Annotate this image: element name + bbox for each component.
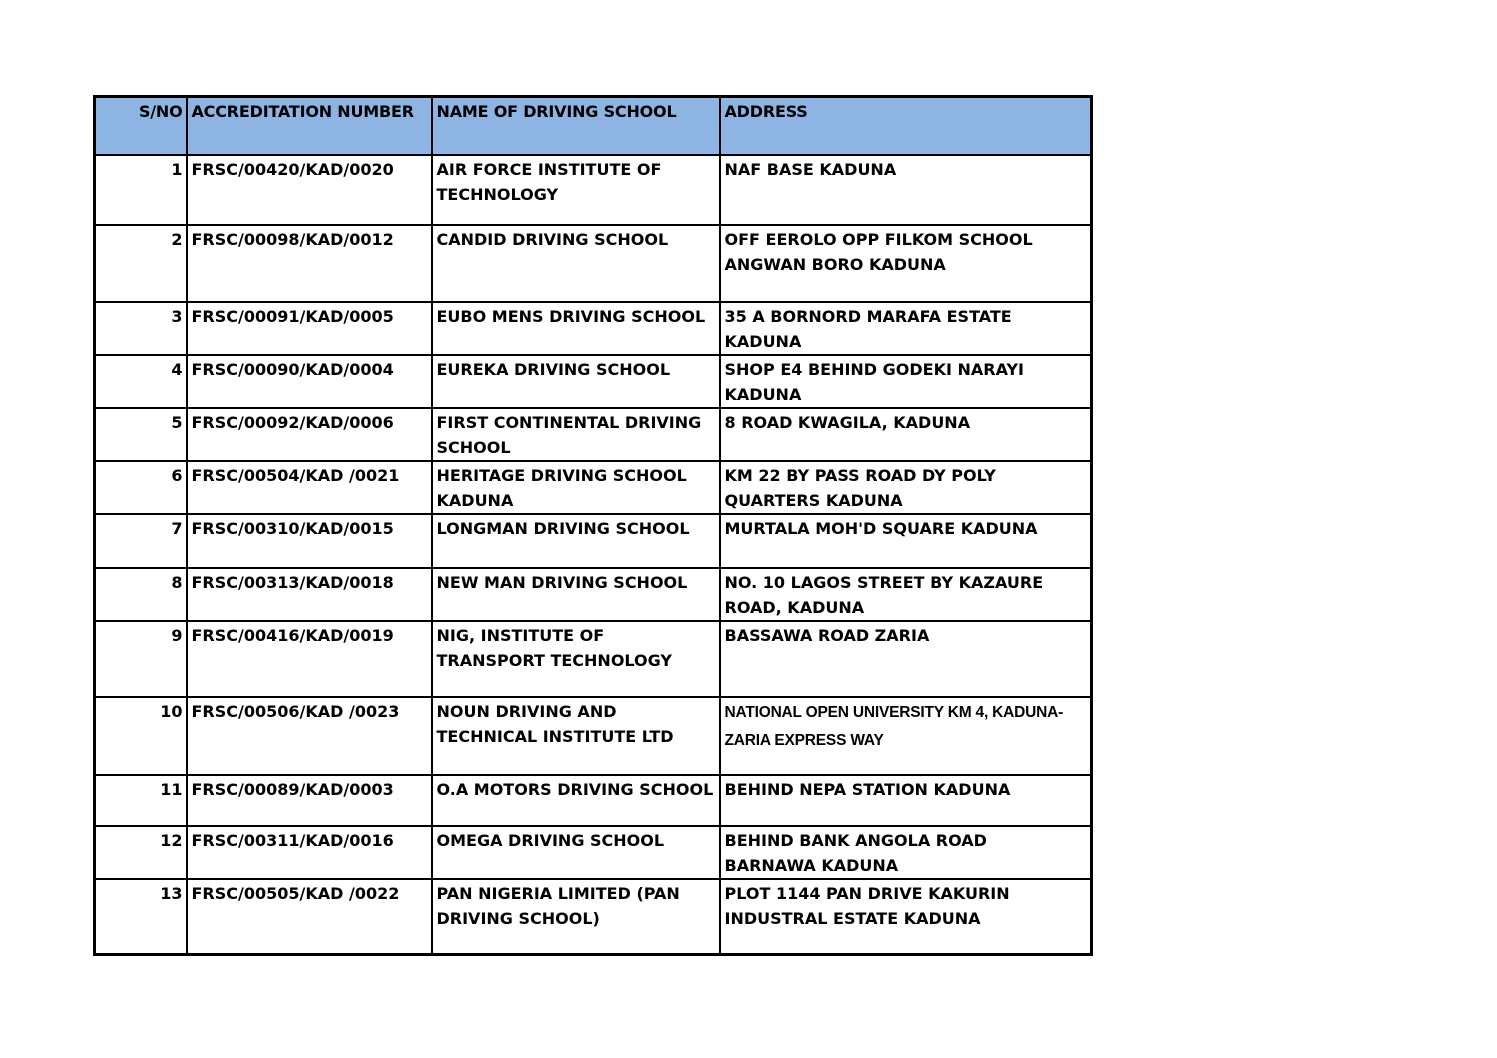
- cell-accreditation: FRSC/00416/KAD/0019: [185, 619, 433, 698]
- table-row: 12 FRSC/00311/KAD/0016 OMEGA DRIVING SCH…: [93, 824, 1093, 880]
- cell-name: PAN NIGERIA LIMITED (PAN DRIVING SCHOOL): [430, 877, 721, 956]
- cell-accreditation: FRSC/00504/KAD /0021: [185, 459, 433, 515]
- table-row: 13 FRSC/00505/KAD /0022 PAN NIGERIA LIMI…: [93, 877, 1093, 956]
- table-row: 3 FRSC/00091/KAD/0005 EUBO MENS DRIVING …: [93, 300, 1093, 356]
- cell-name: LONGMAN DRIVING SCHOOL: [430, 512, 721, 569]
- cell-accreditation: FRSC/00310/KAD/0015: [185, 512, 433, 569]
- cell-sno: 4: [93, 353, 188, 409]
- cell-accreditation: FRSC/00098/KAD/0012: [185, 223, 433, 303]
- cell-name: O.A MOTORS DRIVING SCHOOL: [430, 773, 721, 827]
- cell-name: NOUN DRIVING AND TECHNICAL INSTITUTE LTD: [430, 695, 721, 776]
- cell-sno: 11: [93, 773, 188, 827]
- cell-name: NEW MAN DRIVING SCHOOL: [430, 566, 721, 622]
- cell-sno: 13: [93, 877, 188, 956]
- cell-sno: 6: [93, 459, 188, 515]
- driving-schools-table: S/NO ACCREDITATION NUMBER NAME OF DRIVIN…: [93, 95, 1093, 956]
- cell-name: OMEGA DRIVING SCHOOL: [430, 824, 721, 880]
- cell-accreditation: FRSC/00311/KAD/0016: [185, 824, 433, 880]
- table-row: 6 FRSC/00504/KAD /0021 HERITAGE DRIVING …: [93, 459, 1093, 515]
- column-header-accreditation: ACCREDITATION NUMBER: [185, 95, 433, 156]
- column-header-name: NAME OF DRIVING SCHOOL: [430, 95, 721, 156]
- cell-name: FIRST CONTINENTAL DRIVING SCHOOL: [430, 406, 721, 462]
- table-row: 10 FRSC/00506/KAD /0023 NOUN DRIVING AND…: [93, 695, 1093, 776]
- cell-accreditation: FRSC/00506/KAD /0023: [185, 695, 433, 776]
- table-row: 5 FRSC/00092/KAD/0006 FIRST CONTINENTAL …: [93, 406, 1093, 462]
- table-row: 11 FRSC/00089/KAD/0003 O.A MOTORS DRIVIN…: [93, 773, 1093, 827]
- cell-address: NO. 10 LAGOS STREET BY KAZAURE ROAD, KAD…: [718, 566, 1093, 622]
- column-header-sno: S/NO: [93, 95, 188, 156]
- table-row: 9 FRSC/00416/KAD/0019 NIG, INSTITUTE OF …: [93, 619, 1093, 698]
- cell-name: EUREKA DRIVING SCHOOL: [430, 353, 721, 409]
- cell-sno: 9: [93, 619, 188, 698]
- cell-sno: 7: [93, 512, 188, 569]
- cell-address: 8 ROAD KWAGILA, KADUNA: [718, 406, 1093, 462]
- cell-name: EUBO MENS DRIVING SCHOOL: [430, 300, 721, 356]
- table-row: 8 FRSC/00313/KAD/0018 NEW MAN DRIVING SC…: [93, 566, 1093, 622]
- column-header-address: ADDRESS: [718, 95, 1093, 156]
- cell-accreditation: FRSC/00313/KAD/0018: [185, 566, 433, 622]
- cell-accreditation: FRSC/00092/KAD/0006: [185, 406, 433, 462]
- cell-accreditation: FRSC/00089/KAD/0003: [185, 773, 433, 827]
- cell-accreditation: FRSC/00505/KAD /0022: [185, 877, 433, 956]
- cell-address: BASSAWA ROAD ZARIA: [718, 619, 1093, 698]
- cell-address: BEHIND NEPA STATION KADUNA: [718, 773, 1093, 827]
- cell-address: BEHIND BANK ANGOLA ROAD BARNAWA KADUNA: [718, 824, 1093, 880]
- cell-name: NIG, INSTITUTE OF TRANSPORT TECHNOLOGY: [430, 619, 721, 698]
- cell-accreditation: FRSC/00091/KAD/0005: [185, 300, 433, 356]
- cell-address: OFF EEROLO OPP FILKOM SCHOOL ANGWAN BORO…: [718, 223, 1093, 303]
- cell-address: NATIONAL OPEN UNIVERSITY KM 4, KADUNA- Z…: [718, 695, 1093, 776]
- cell-accreditation: FRSC/00090/KAD/0004: [185, 353, 433, 409]
- cell-sno: 8: [93, 566, 188, 622]
- table-row: 7 FRSC/00310/KAD/0015 LONGMAN DRIVING SC…: [93, 512, 1093, 569]
- cell-accreditation: FRSC/00420/KAD/0020: [185, 153, 433, 226]
- table-row: 4 FRSC/00090/KAD/0004 EUREKA DRIVING SCH…: [93, 353, 1093, 409]
- cell-address: MURTALA MOH'D SQUARE KADUNA: [718, 512, 1093, 569]
- cell-address: 35 A BORNORD MARAFA ESTATE KADUNA: [718, 300, 1093, 356]
- table-row: 2 FRSC/00098/KAD/0012 CANDID DRIVING SCH…: [93, 223, 1093, 303]
- cell-sno: 12: [93, 824, 188, 880]
- header-row: S/NO ACCREDITATION NUMBER NAME OF DRIVIN…: [93, 95, 1093, 156]
- cell-name: CANDID DRIVING SCHOOL: [430, 223, 721, 303]
- cell-address: NAF BASE KADUNA: [718, 153, 1093, 226]
- cell-sno: 1: [93, 153, 188, 226]
- cell-sno: 5: [93, 406, 188, 462]
- cell-name: HERITAGE DRIVING SCHOOL KADUNA: [430, 459, 721, 515]
- cell-sno: 2: [93, 223, 188, 303]
- cell-name: AIR FORCE INSTITUTE OF TECHNOLOGY: [430, 153, 721, 226]
- table-row: 1 FRSC/00420/KAD/0020 AIR FORCE INSTITUT…: [93, 153, 1093, 226]
- cell-address: PLOT 1144 PAN DRIVE KAKURIN INDUSTRAL ES…: [718, 877, 1093, 956]
- cell-address: KM 22 BY PASS ROAD DY POLY QUARTERS KADU…: [718, 459, 1093, 515]
- cell-sno: 10: [93, 695, 188, 776]
- cell-sno: 3: [93, 300, 188, 356]
- cell-address: SHOP E4 BEHIND GODEKI NARAYI KADUNA: [718, 353, 1093, 409]
